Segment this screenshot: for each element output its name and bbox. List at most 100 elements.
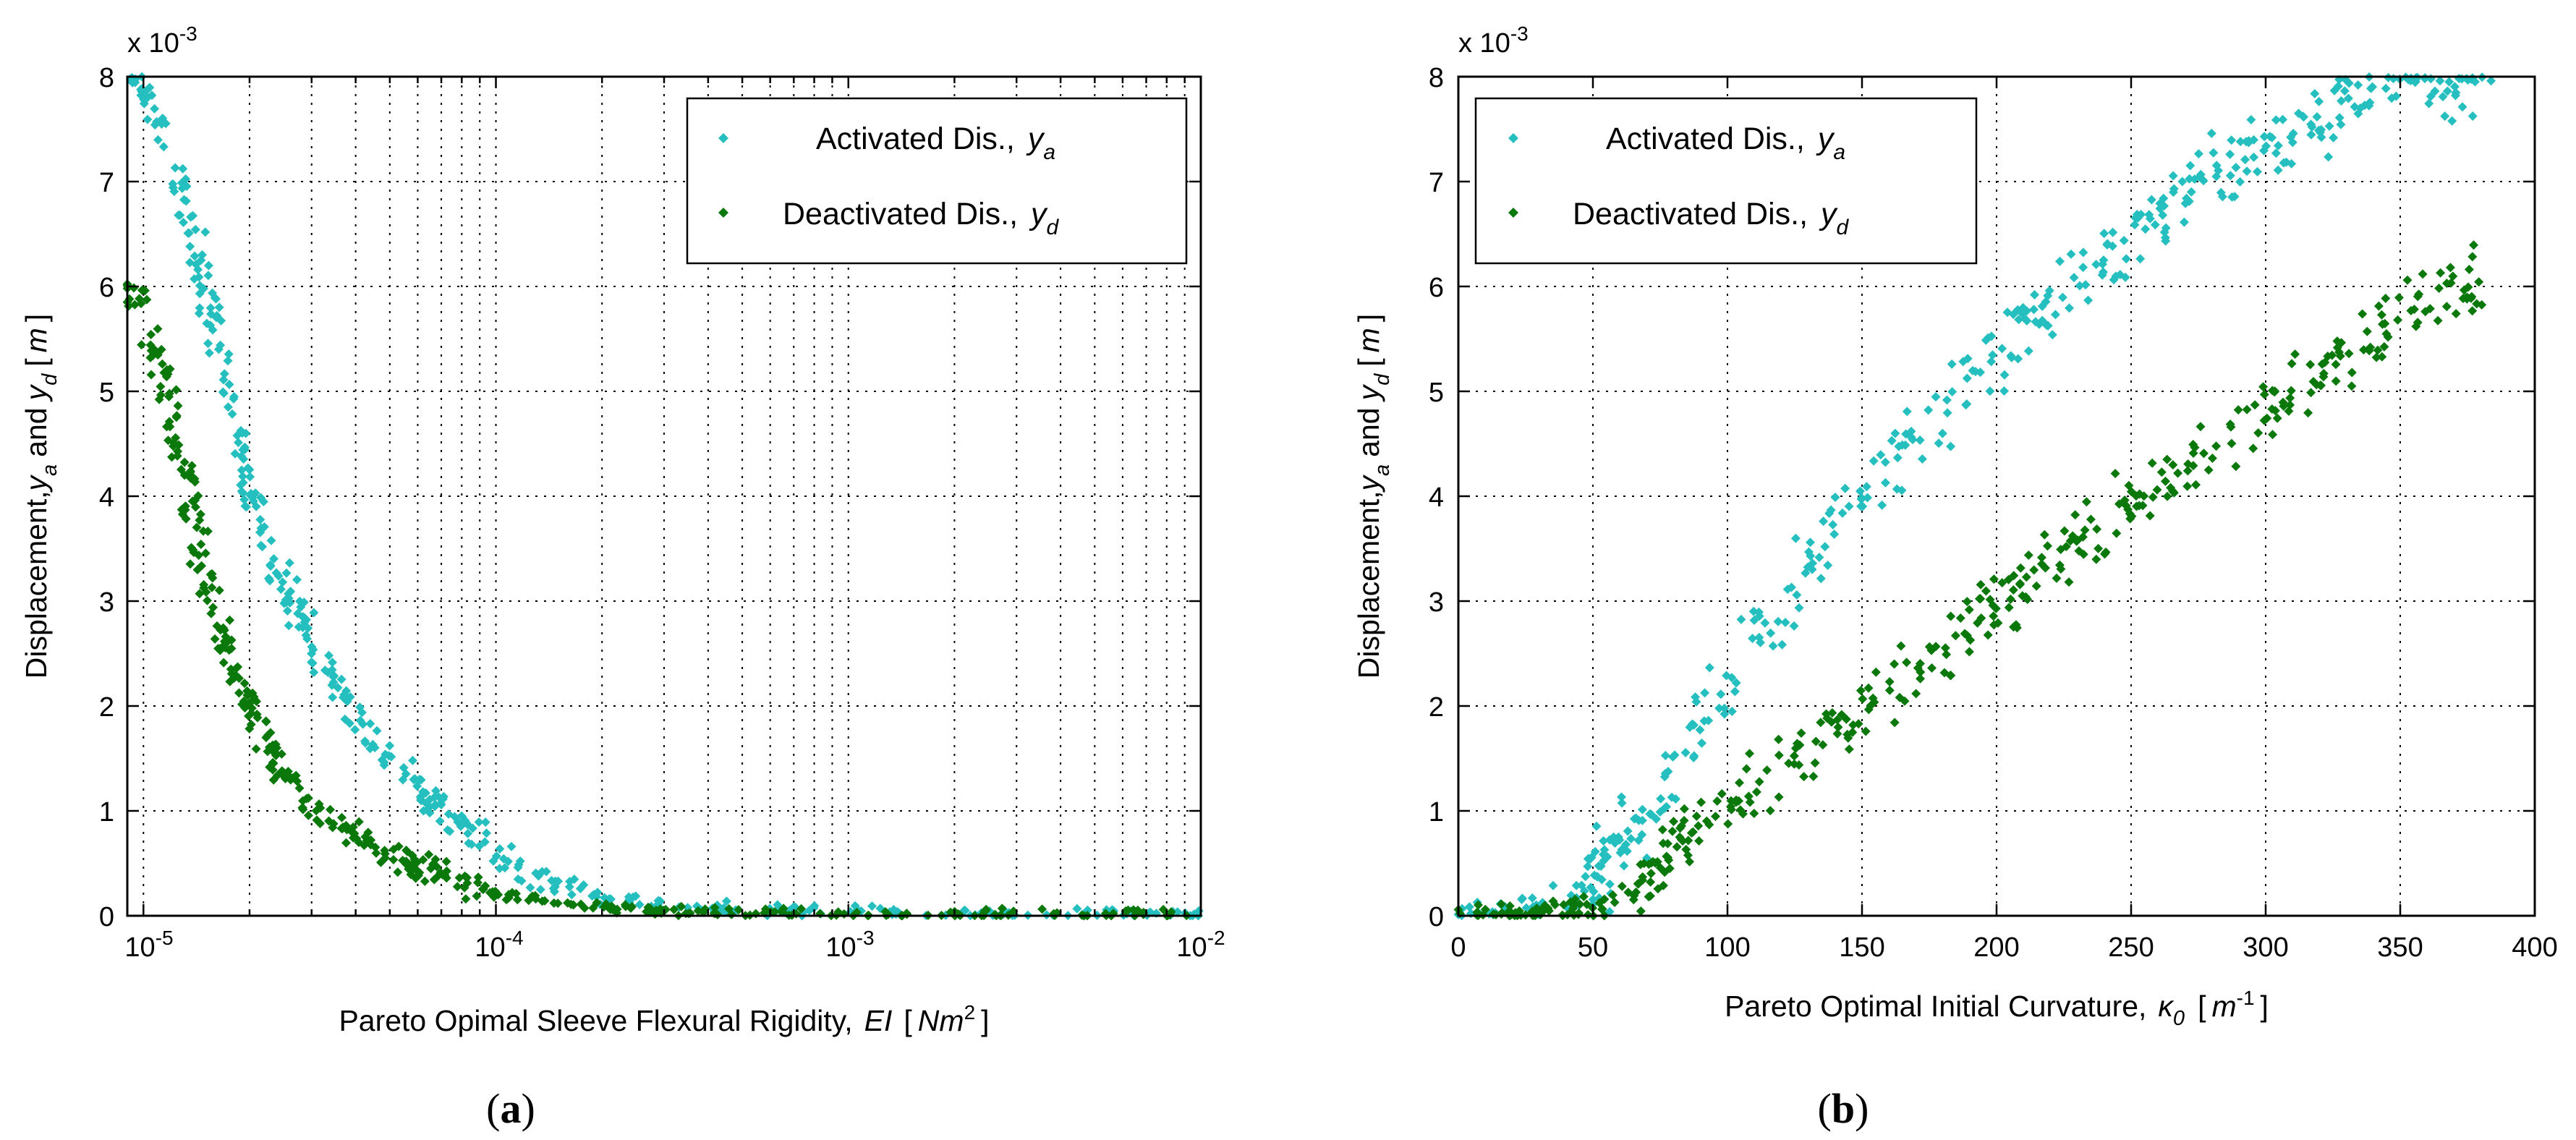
chart-b-point-activated — [1780, 618, 1790, 627]
chart-a-point-activated — [237, 428, 247, 438]
chart-a-point-activated — [307, 649, 317, 659]
chart-b-point-deactivated — [1837, 710, 1847, 720]
chart-a-point-deactivated — [579, 903, 590, 913]
chart-b-point-deactivated — [2112, 528, 2122, 538]
chart-b-point-deactivated — [2036, 553, 2046, 563]
chart-a-point-activated — [328, 677, 339, 687]
chart-b-point-deactivated — [2081, 497, 2091, 507]
chart-b-point-deactivated — [2377, 352, 2387, 362]
chart-b-point-deactivated — [2056, 545, 2066, 555]
chart-b-point-deactivated — [1568, 903, 1578, 914]
chart-b-point-deactivated — [2039, 529, 2049, 540]
chart-b-point-deactivated — [2376, 310, 2386, 320]
chart-b-point-activated — [2159, 193, 2169, 203]
chart-b-point-deactivated — [2344, 349, 2354, 359]
chart-b-point-activated — [2368, 82, 2378, 92]
chart-b-point-activated — [2014, 315, 2024, 325]
chart-b-point-activated — [1808, 558, 1818, 569]
chart-a-point-deactivated — [268, 775, 279, 785]
chart-a-ytick-labels: 0 1 2 3 4 5 6 7 8 — [99, 63, 114, 932]
chart-a-point-activated — [185, 258, 195, 268]
chart-a-point-activated — [278, 577, 288, 587]
chart-b-point-deactivated — [2093, 543, 2104, 553]
chart-b-point-deactivated — [1848, 727, 1858, 737]
chart-a-point-activated — [482, 828, 491, 838]
chart-b-point-activated — [1660, 751, 1670, 760]
chart-b-point-activated — [2029, 305, 2039, 315]
chart-b-point-activated — [1623, 826, 1633, 836]
chart-b-point-activated — [1602, 852, 1612, 862]
chart-b-point-deactivated — [1657, 825, 1667, 835]
chart-a-point-deactivated — [371, 848, 381, 858]
chart-b-point-deactivated — [2123, 504, 2133, 514]
chart-a-point-activated — [634, 900, 645, 910]
chart-b-point-activated — [2336, 119, 2346, 129]
chart-a-point-deactivated — [524, 896, 534, 906]
chart-b-point-activated — [1844, 501, 1854, 511]
chart-a-point-activated — [205, 320, 216, 331]
chart-a-point-activated — [194, 308, 204, 318]
chart-b-point-activated — [1880, 457, 1890, 467]
chart-a-point-activated — [200, 227, 211, 237]
chart-a-point-deactivated — [162, 365, 172, 375]
chart-a-point-activated — [271, 568, 281, 578]
chart-a-point-activated — [339, 692, 348, 702]
chart-b-point-deactivated — [2331, 376, 2341, 386]
chart-b-ylabel: Displacement,yaandyd[m] — [1352, 314, 1394, 679]
chart-b-point-deactivated — [1799, 772, 1809, 782]
chart-b-point-deactivated — [1784, 758, 1794, 768]
chart-b-point-activated — [1586, 882, 1596, 893]
chart-a-point-activated — [127, 76, 137, 86]
chart-a-point-deactivated — [195, 589, 205, 599]
chart-a-point-activated — [480, 837, 490, 847]
chart-b-ticks — [1457, 75, 2536, 917]
chart-b-point-activated — [2244, 137, 2253, 148]
chart-b-point-activated — [1997, 344, 2007, 354]
chart-a-point-activated — [299, 613, 308, 623]
chart-b-point-deactivated — [1832, 728, 1842, 739]
chart-b-point-deactivated — [2402, 275, 2413, 285]
chart-b-point-activated — [1714, 703, 1725, 713]
chart-a-point-activated — [255, 527, 265, 537]
chart-b-point-deactivated — [1653, 884, 1663, 894]
chart-b-point-deactivated — [2306, 388, 2316, 398]
chart-b-point-activated — [1720, 703, 1730, 713]
chart-b-point-activated — [1931, 392, 1941, 402]
chart-b-point-deactivated — [1683, 835, 1693, 846]
chart-b-point-deactivated — [2183, 459, 2193, 469]
chart-b-point-activated — [1988, 350, 1997, 360]
chart-b-point-deactivated — [1792, 739, 1802, 749]
chart-b-point-activated — [1824, 509, 1835, 519]
chart-a-ylabel: Displacement,yaandyd[m] — [20, 314, 61, 679]
chart-b-point-activated — [2169, 184, 2179, 194]
chart-b-point-deactivated — [2347, 367, 2357, 378]
chart-b-point-deactivated — [1644, 859, 1654, 869]
chart-b-point-deactivated — [2161, 476, 2170, 486]
chart-b-point-deactivated — [1927, 663, 1937, 673]
chart-b-point-deactivated — [2347, 381, 2357, 391]
chart-b-point-activated — [2334, 113, 2345, 123]
chart-b-point-deactivated — [1617, 881, 1627, 891]
chart-a-point-deactivated — [540, 896, 550, 906]
chart-a-point-deactivated — [1037, 904, 1047, 914]
chart-b-point-deactivated — [2448, 271, 2458, 281]
chart-b-point-activated — [1917, 454, 1927, 464]
chart-a-point-activated — [513, 862, 523, 872]
chart-b-point-activated — [2177, 176, 2188, 187]
chart-b-point-activated — [1617, 798, 1627, 808]
chart-b-point-activated — [1983, 333, 1993, 343]
chart-a-point-activated — [475, 841, 485, 851]
chart-a-point-activated — [256, 493, 265, 503]
chart-a-point-deactivated — [778, 903, 788, 914]
chart-b-point-activated — [2449, 82, 2460, 92]
chart-b-point-deactivated — [2101, 547, 2111, 557]
chart-b-legend-marker-activated — [1508, 133, 1518, 143]
chart-a-point-activated — [408, 755, 417, 765]
chart-b-point-deactivated — [1774, 792, 1784, 802]
chart-b-point-deactivated — [2278, 397, 2288, 407]
chart-a-point-activated — [211, 294, 221, 304]
chart-b-point-deactivated — [1973, 618, 1983, 628]
chart-b-point-deactivated — [2262, 413, 2272, 423]
chart-a-point-activated — [438, 791, 449, 801]
chart-b-point-activated — [1869, 456, 1879, 466]
